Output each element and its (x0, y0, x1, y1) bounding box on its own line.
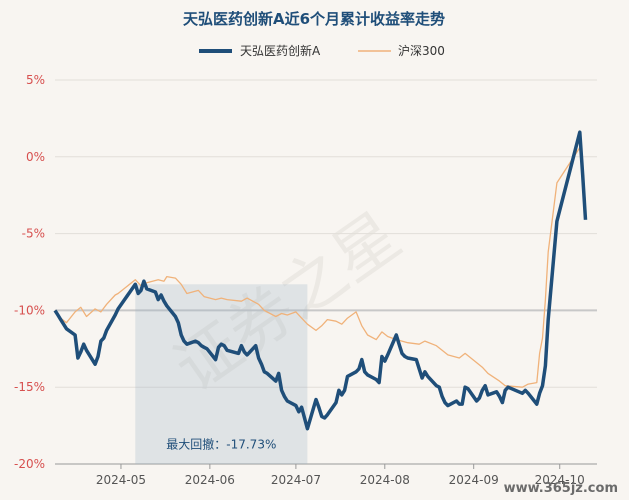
y-tick-label: -5% (22, 227, 45, 241)
y-tick-label: -20% (14, 457, 45, 471)
x-tick-label: 2024-05 (96, 473, 146, 487)
x-tick-label: 2024-08 (360, 473, 410, 487)
legend: 天弘医药创新A 沪深300 (199, 43, 445, 58)
site-label: www.365jz.com (504, 481, 618, 496)
x-tick-label: 2024-07 (271, 473, 321, 487)
x-tick-label: 2024-09 (449, 473, 499, 487)
legend-label-index: 沪深300 (398, 44, 445, 58)
x-tick-label: 2024-06 (185, 473, 235, 487)
y-tick-label: 0% (26, 150, 45, 164)
series-layer (53, 130, 588, 431)
x-tick-label: 2024-10 (535, 473, 585, 487)
y-axis-ticks: 5% 0% -5% -10% -15% -20% (14, 73, 45, 471)
series-line-fund (53, 130, 588, 431)
legend-label-fund: 天弘医药创新A (240, 43, 321, 58)
y-tick-label: -15% (14, 380, 45, 394)
y-tick-label: -10% (14, 303, 45, 317)
chart-title: 天弘医药创新A近6个月累计收益率走势 (183, 10, 445, 28)
x-axis-ticks: 2024-05 2024-06 2024-07 2024-08 2024-09 2024-… (96, 464, 585, 487)
y-tick-label: 5% (26, 73, 45, 87)
max-drawdown-label: 最大回撤：-17.73% (166, 437, 276, 452)
